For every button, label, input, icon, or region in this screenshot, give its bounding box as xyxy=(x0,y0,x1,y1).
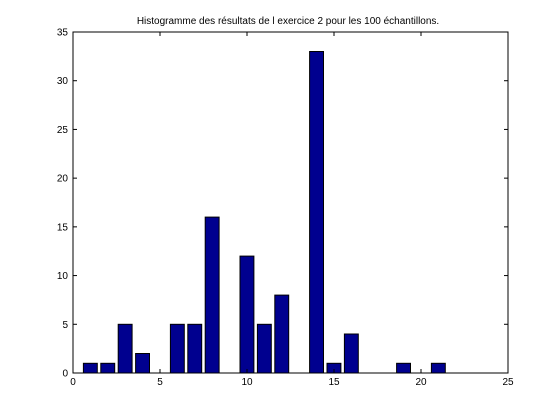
bar-x4 xyxy=(135,353,151,374)
bar-x2 xyxy=(100,362,116,374)
bars-group xyxy=(82,51,446,374)
bar-x16 xyxy=(343,333,359,374)
bar-x1 xyxy=(82,362,98,374)
x-tick-label-5: 5 xyxy=(157,377,163,388)
bar-x21 xyxy=(430,362,446,374)
bar-x10 xyxy=(239,255,255,374)
y-tick-label-10: 10 xyxy=(57,271,69,282)
x-tick-label-15: 15 xyxy=(328,377,340,388)
bar-x14 xyxy=(309,51,325,374)
plot-frame xyxy=(72,31,509,374)
x-tick-label-10: 10 xyxy=(241,377,253,388)
y-tick-label-25: 25 xyxy=(57,125,69,136)
y-tick-label-35: 35 xyxy=(57,28,69,39)
bar-x11 xyxy=(256,323,272,374)
y-tick-label-20: 20 xyxy=(57,174,69,185)
bar-x8 xyxy=(204,216,220,374)
x-axis-ticks: 0 5 10 15 20 25 xyxy=(70,32,514,388)
y-tick-label-5: 5 xyxy=(62,320,68,331)
y-tick-label-30: 30 xyxy=(57,76,69,87)
bar-x7 xyxy=(187,323,203,374)
x-tick-label-20: 20 xyxy=(415,377,427,388)
y-tick-label-0: 0 xyxy=(62,369,68,380)
bar-x6 xyxy=(169,323,185,374)
chart-title: Histogramme des résultats de l exercice … xyxy=(137,16,439,27)
bar-x19 xyxy=(396,362,412,374)
bar-x12 xyxy=(274,294,290,374)
x-tick-label-0: 0 xyxy=(70,377,76,388)
bar-x3 xyxy=(117,323,133,374)
y-tick-label-15: 15 xyxy=(57,222,69,233)
x-tick-label-25: 25 xyxy=(502,377,514,388)
